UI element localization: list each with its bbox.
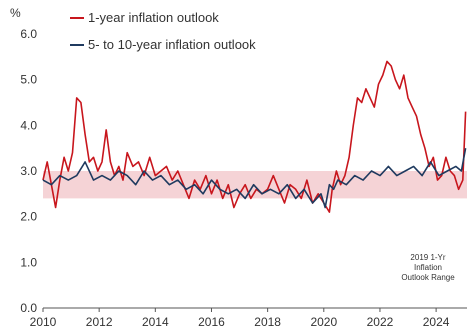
x-tick-label: 2024 — [423, 315, 450, 329]
series-line-1-year — [42, 60, 467, 213]
series-line-5-10-year — [42, 148, 467, 209]
y-tick-label: 6.0 — [20, 27, 37, 41]
band-label-line: Inflation — [414, 263, 442, 272]
x-tick-label: 2022 — [367, 315, 394, 329]
legend-label: 5- to 10-year inflation outlook — [88, 37, 256, 52]
x-tick-label: 2020 — [310, 315, 337, 329]
series-layer — [42, 60, 467, 213]
x-tick-label: 2014 — [142, 315, 169, 329]
reference-band — [43, 171, 467, 199]
x-tick-label: 2018 — [254, 315, 281, 329]
y-tick-label: 1.0 — [20, 255, 37, 269]
y-tick-label: 2.0 — [20, 210, 37, 224]
band-label-line: 2019 1-Yr — [410, 253, 445, 262]
y-tick-label: 0.0 — [20, 301, 37, 315]
x-tick-label: 2016 — [198, 315, 225, 329]
legend: 1-year inflation outlook 5- to 10-year in… — [70, 10, 256, 52]
legend-label: 1-year inflation outlook — [88, 10, 219, 25]
axes-layer: 0.0 1.0 2.0 3.0 4.0 5.0 6.0 2010 2012 2014 2016 201… — [20, 27, 467, 329]
y-tick-label: 4.0 — [20, 118, 37, 132]
x-tick-label: 2010 — [30, 315, 57, 329]
x-tick-label: 2012 — [86, 315, 113, 329]
y-tick-label: 3.0 — [20, 164, 37, 178]
band-label-line: Outlook Range — [401, 273, 455, 282]
y-unit-label: % — [10, 6, 21, 20]
y-tick-label: 5.0 — [20, 73, 37, 87]
